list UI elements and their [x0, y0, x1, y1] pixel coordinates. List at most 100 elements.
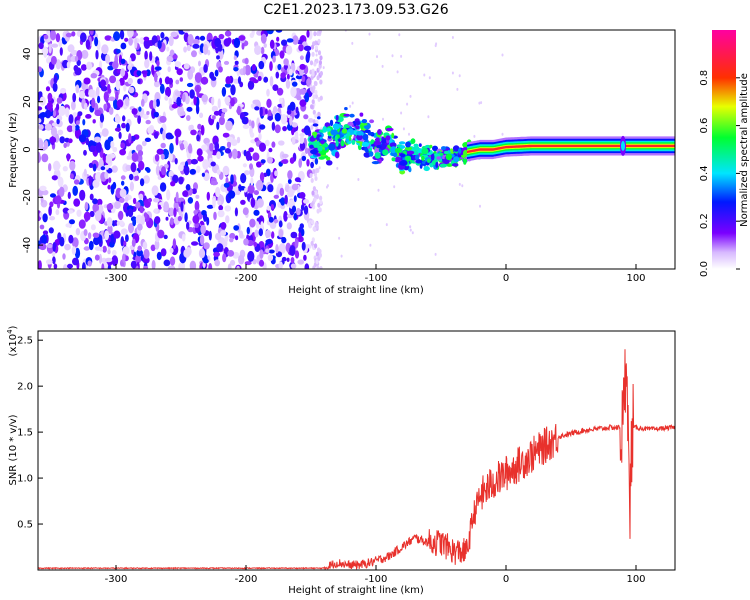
heatmap-cell [301, 155, 307, 162]
heatmap-cell [107, 136, 114, 143]
heatmap-cell [280, 72, 286, 79]
heatmap-cell [298, 44, 304, 52]
heatmap-cell [100, 79, 106, 88]
heatmap-cell [299, 99, 307, 107]
heatmap-cell [313, 227, 317, 232]
heatmap-cell [68, 114, 74, 124]
heatmap-cell [85, 114, 92, 119]
heatmap-cell [113, 230, 121, 239]
heatmap-cell [212, 115, 216, 120]
heatmap-cell [293, 195, 297, 203]
heatmap-cell [289, 157, 295, 164]
heatmap-cell [108, 177, 112, 184]
heatmap-cell [274, 124, 281, 134]
heatmap-cell [313, 61, 317, 67]
heatmap-cell [260, 33, 267, 44]
heatmap-cell [191, 241, 199, 246]
heatmap-cell [143, 212, 148, 219]
heatmap-cell [128, 86, 135, 94]
heatmap-cell [154, 154, 160, 162]
heatmap-cell [95, 49, 99, 60]
heatmap-cell [88, 89, 95, 98]
heatmap-cell [458, 148, 462, 154]
heatmap-cell [360, 122, 368, 126]
heatmap-cell [69, 173, 74, 180]
heatmap-cell [228, 190, 236, 199]
heatmap-cell [179, 111, 186, 116]
heatmap-cell [225, 120, 233, 131]
heatmap-cell [317, 111, 321, 117]
heatmap-cell [51, 175, 58, 181]
heatmap-cell [318, 30, 322, 34]
heatmap-cell [168, 170, 174, 177]
heatmap-cell [186, 82, 194, 88]
heatmap-cell [318, 252, 322, 258]
heatmap-cell [169, 142, 174, 154]
heatmap-cell [371, 161, 380, 165]
heatmap-cell [218, 116, 225, 126]
heatmap-cell [315, 259, 319, 265]
heatmap-cell [172, 238, 177, 250]
heatmap-cell [92, 202, 99, 213]
y-tick-label: 0.5 [17, 520, 33, 531]
heatmap-cell [107, 224, 113, 234]
heatmap-cell [192, 215, 200, 224]
heatmap-cell [158, 204, 161, 210]
heatmap-cell [46, 56, 52, 64]
heatmap-cell [189, 260, 197, 269]
heatmap-cell [67, 44, 75, 53]
heatmap-cell [116, 49, 121, 54]
heatmap-cell [314, 89, 318, 95]
snr-y-axis-label: SNR (10 * v/v) [8, 414, 19, 485]
heatmap-cell [341, 128, 348, 134]
heatmap-cell [107, 65, 114, 71]
heatmap-cell [216, 121, 220, 130]
heatmap-cell [300, 204, 305, 211]
heatmap-cell [155, 165, 160, 176]
heatmap-cell [256, 198, 264, 208]
heatmap-cell [453, 156, 460, 163]
heatmap-cell [309, 86, 313, 92]
heatmap-cell [106, 203, 114, 210]
heatmap-cell [187, 34, 194, 45]
heatmap-cell [39, 112, 48, 118]
heatmap-cell [111, 165, 118, 173]
heatmap-cell [405, 141, 411, 148]
colorbar-tick-label: 0.6 [699, 118, 710, 134]
heatmap-cell [310, 125, 314, 130]
heatmap-cell [111, 255, 119, 267]
heatmap-cell [451, 71, 454, 75]
heatmap-cell [269, 76, 274, 87]
heatmap-cell [50, 126, 58, 137]
heatmap-cell [68, 138, 73, 144]
heatmap-cell [314, 158, 319, 165]
heatmap-cell [258, 228, 263, 237]
heatmap-cell [230, 174, 234, 185]
heatmap-cell [191, 188, 197, 195]
heatmap-cell [85, 137, 90, 146]
heatmap-cell [127, 77, 133, 85]
heatmap-cell [154, 66, 162, 71]
heatmap-cell [242, 207, 249, 216]
colorbar-tick-label: 0.4 [699, 165, 710, 181]
heatmap-cell [351, 41, 354, 45]
heatmap-cell [213, 110, 220, 116]
heatmap-cell [82, 262, 86, 269]
heatmap-cell [119, 220, 124, 226]
heatmap-cell [434, 252, 437, 256]
heatmap-cell [385, 223, 388, 227]
heatmap-cell [119, 77, 125, 86]
heatmap-cell [130, 135, 136, 142]
snr-y-multiplier-base: (x10 [8, 334, 19, 357]
heatmap-cell [142, 256, 150, 264]
heatmap-cell [286, 109, 292, 115]
heatmap-cell [254, 45, 262, 56]
heatmap-cell [120, 58, 126, 65]
heatmap-cell [289, 101, 296, 112]
heatmap-cell [108, 96, 116, 102]
heatmap-cell [90, 224, 96, 231]
heatmap-cell [298, 158, 303, 168]
heatmap-cell [276, 36, 280, 42]
heatmap-cell [390, 146, 397, 154]
heatmap-cell [291, 81, 298, 87]
